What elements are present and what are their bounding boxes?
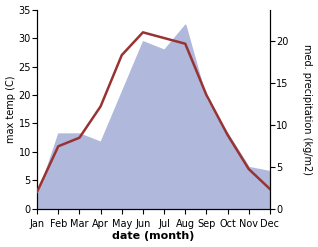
- Y-axis label: max temp (C): max temp (C): [5, 76, 16, 143]
- Y-axis label: med. precipitation (kg/m2): med. precipitation (kg/m2): [302, 44, 313, 175]
- X-axis label: date (month): date (month): [112, 231, 195, 242]
